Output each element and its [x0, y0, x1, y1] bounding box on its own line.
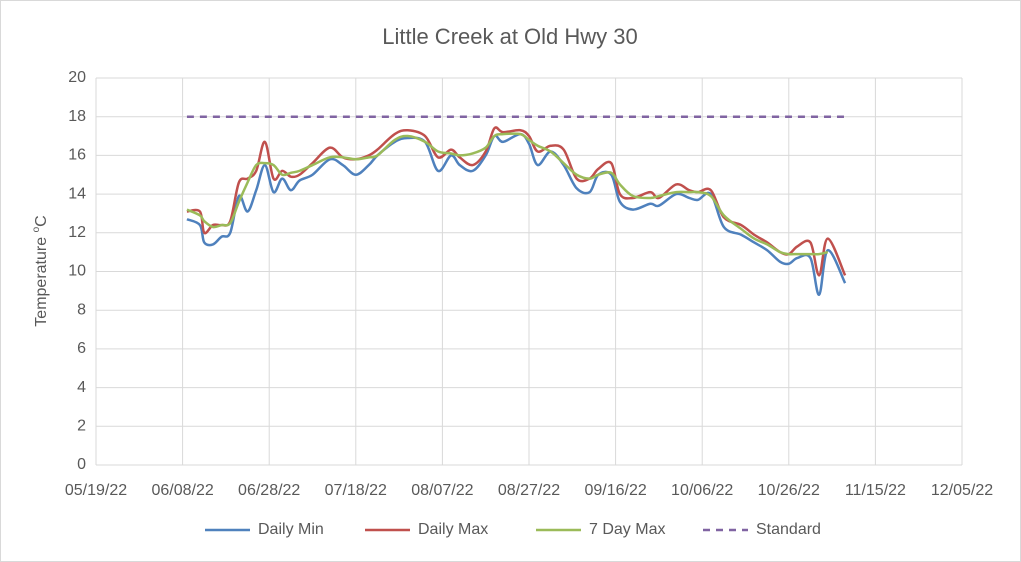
x-tick-label: 05/19/22: [65, 482, 127, 499]
x-tick-label: 09/16/22: [584, 482, 646, 499]
y-tick-label: 2: [77, 418, 86, 435]
series-line: [186, 132, 847, 296]
x-tick-label: 10/26/22: [758, 482, 820, 499]
y-axis-label-unit: C: [33, 215, 50, 227]
y-tick-label: 18: [68, 108, 86, 125]
x-tick-label: 07/18/22: [325, 482, 387, 499]
legend-label: Standard: [756, 521, 821, 538]
y-tick-label: 0: [77, 456, 86, 473]
y-tick-label: 20: [68, 69, 86, 86]
x-tick-label: 12/05/22: [931, 482, 993, 499]
legend-label: Daily Max: [418, 521, 488, 538]
x-tick-label: 08/27/22: [498, 482, 560, 499]
legend-label: Daily Min: [258, 521, 324, 538]
x-tick-label: 10/06/22: [671, 482, 733, 499]
y-tick-label: 6: [77, 340, 86, 357]
y-axis-label-sup: o: [31, 226, 42, 232]
chart-title: Little Creek at Old Hwy 30: [382, 24, 638, 49]
y-tick-label: 10: [68, 263, 86, 280]
y-tick-label: 4: [77, 379, 86, 396]
x-tick-label: 06/08/22: [151, 482, 213, 499]
x-tick-label: 11/15/22: [845, 482, 906, 499]
y-tick-label: 14: [68, 185, 86, 202]
x-tick-label: 08/07/22: [411, 482, 473, 499]
y-axis-label-text: Temperature: [33, 237, 50, 327]
series-line: [186, 132, 829, 256]
legend-label: 7 Day Max: [589, 521, 665, 538]
y-tick-label: 8: [77, 301, 86, 318]
y-axis-label: Temperature oC: [31, 215, 51, 326]
y-tick-label: 12: [68, 224, 86, 241]
y-tick-label: 16: [68, 147, 86, 164]
x-tick-label: 06/28/22: [238, 482, 300, 499]
